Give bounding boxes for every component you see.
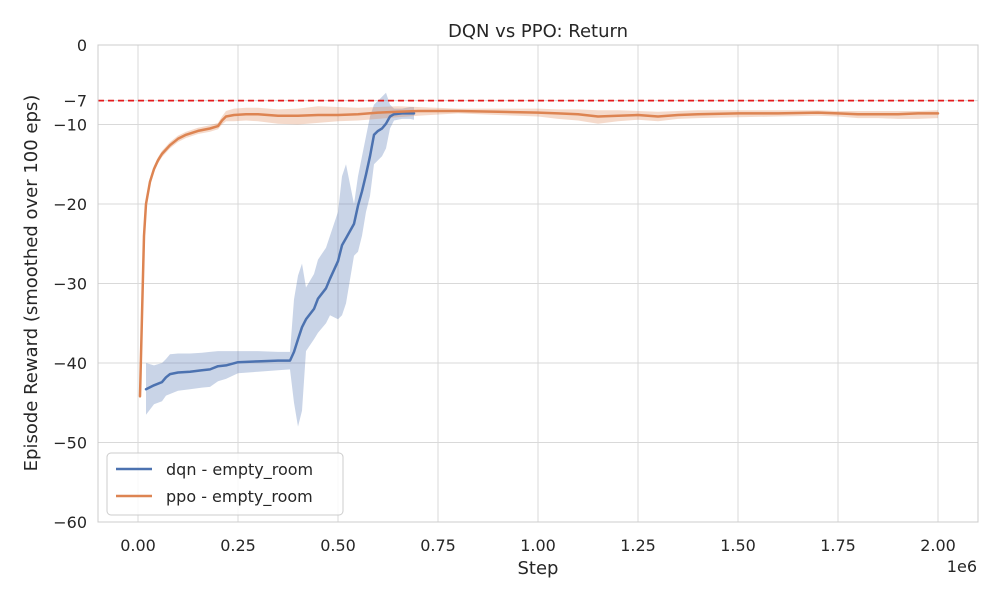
x-axis-multiplier: 1e6	[947, 557, 977, 576]
y-tick-labels: 0 −7 −10 −20 −30 −40 −50 −60	[53, 36, 87, 532]
series-band-0	[146, 92, 414, 427]
y-tick-label-2: −10	[53, 116, 87, 135]
y-tick-label-4: −30	[53, 275, 87, 294]
y-tick-label-3: −20	[53, 195, 87, 214]
series-line-1	[138, 109, 940, 398]
legend-label-dqn: dqn - empty_room	[166, 460, 313, 480]
chart-title: DQN vs PPO: Return	[448, 21, 628, 42]
y-tick-label-5: −40	[53, 354, 87, 373]
x-tick-label-6: 1.50	[720, 536, 756, 555]
series-lines	[138, 109, 940, 398]
x-tick-label-8: 2.00	[920, 536, 956, 555]
plot-frame	[97, 44, 979, 523]
y-tick-label-7: −60	[53, 513, 87, 532]
series-line-0	[144, 112, 416, 391]
x-axis-label: Step	[518, 558, 559, 579]
y-tick-label-0: 0	[77, 36, 87, 55]
confidence-bands	[140, 92, 938, 427]
x-tick-label-2: 0.50	[320, 536, 356, 555]
legend-box	[106, 452, 344, 516]
y-tick-label-1: −7	[63, 92, 87, 111]
x-tick-label-4: 1.00	[520, 536, 556, 555]
legend-label-ppo: ppo - empty_room	[166, 487, 313, 507]
x-tick-label-1: 0.25	[220, 536, 256, 555]
x-tick-label-5: 1.25	[620, 536, 656, 555]
y-tick-label-6: −50	[53, 434, 87, 453]
x-tick-label-7: 1.75	[820, 536, 856, 555]
legend: dqn - empty_room ppo - empty_room	[106, 452, 344, 516]
x-tick-label-0: 0.00	[120, 536, 156, 555]
x-tick-label-3: 0.75	[420, 536, 456, 555]
x-tick-labels: 0.00 0.25 0.50 0.75 1.00 1.25 1.50 1.75 2.00	[120, 536, 956, 555]
y-axis-label: Episode Reward (smoothed over 100 eps)	[21, 95, 42, 472]
